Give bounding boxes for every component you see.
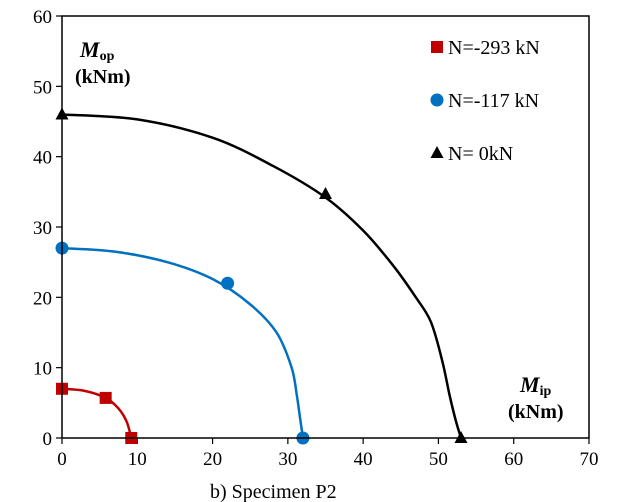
series-curve-3 [61,113,463,439]
x-axis-title: Mip [519,372,551,399]
x-axis-title-symbol: M [519,372,541,397]
y-axis-title: Mop [79,37,115,64]
x-axis-title-subscript: ip [540,384,552,399]
x-tick-label: 70 [580,449,599,470]
y-axis-title-subscript: op [100,49,115,64]
data-point-series-2 [221,276,235,290]
legend-label-2: N=-117 kN [448,90,539,112]
x-tick-label: 30 [278,449,297,470]
y-axis-title-symbol: M [79,37,101,62]
x-axis-unit: (kNm) [508,401,564,423]
series-curve-2 [61,246,305,439]
y-tick-label: 10 [33,359,52,380]
data-point-series-3 [319,186,332,199]
legend: N=-293 kN N=-117 kN N= 0kN [430,37,540,165]
caption: b) Specimen P2 [210,481,337,502]
data-point-series-1 [99,391,112,404]
x-tick-label: 40 [354,449,373,470]
series-curve-1 [61,387,133,439]
fitted-curves [61,113,463,439]
y-tick-label: 30 [33,218,52,239]
legend-marker-2 [430,93,444,107]
y-tick-label: 50 [33,77,52,98]
y-tick-label: 0 [43,429,53,450]
legend-marker-1 [431,41,443,53]
y-tick-label: 40 [33,148,52,169]
x-axis-ticks: 0 10 20 30 40 50 60 70 [57,438,599,470]
x-tick-label: 50 [429,449,448,470]
plot-frame [61,15,590,439]
x-tick-label: 10 [128,449,147,470]
y-axis-unit: (kNm) [75,66,131,88]
data-point-series-3 [454,431,468,443]
x-tick-label: 0 [57,449,67,470]
y-tick-label: 20 [33,288,52,309]
legend-label-1: N=-293 kN [448,37,540,59]
x-tick-label: 20 [203,449,222,470]
y-axis-ticks: 0 10 20 30 40 50 60 [33,7,62,450]
legend-label-3: N= 0kN [448,143,513,165]
legend-marker-3 [430,146,444,158]
y-tick-label: 60 [33,7,52,28]
x-tick-label: 60 [504,449,523,470]
